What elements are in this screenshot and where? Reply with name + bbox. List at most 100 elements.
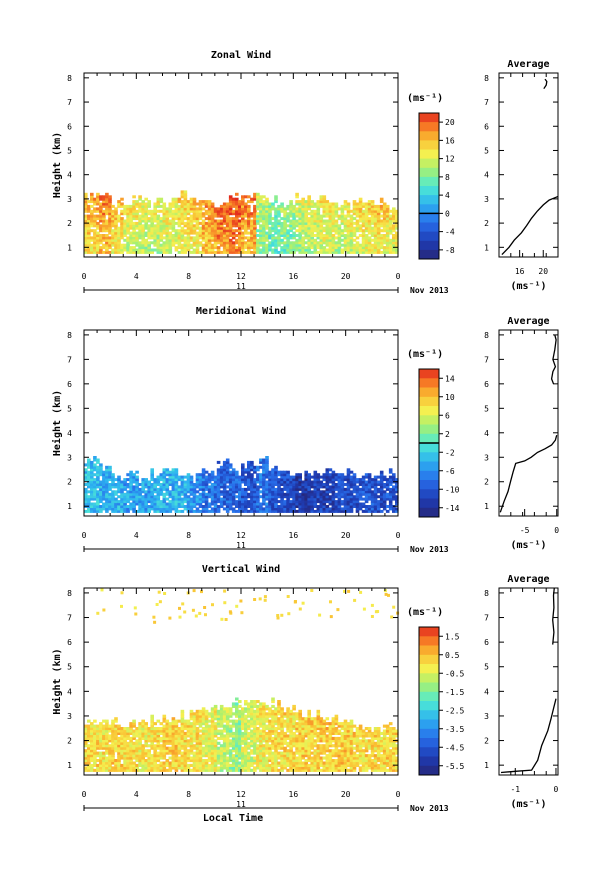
heatmap-cell <box>349 470 354 474</box>
heatmap-cell <box>244 759 248 763</box>
heatmap-cell <box>235 221 239 225</box>
heatmap-cell <box>343 502 348 506</box>
heatmap-cell <box>195 202 200 206</box>
colorbar-unit: (ms⁻¹) <box>407 349 443 360</box>
heatmap-cell <box>99 229 103 233</box>
heatmap-cell <box>271 505 275 508</box>
heatmap-cell <box>292 507 296 511</box>
heatmap-cell <box>186 204 191 208</box>
heatmap-cell <box>171 495 176 499</box>
heatmap-cell <box>283 236 287 240</box>
heatmap-cell <box>271 487 275 491</box>
heatmap-cell <box>177 727 182 731</box>
heatmap-cell <box>219 500 224 504</box>
heatmap-cell <box>174 490 179 494</box>
heatmap-cell <box>201 495 206 499</box>
heatmap-cell <box>87 229 91 233</box>
heatmap-cell <box>102 739 106 743</box>
heatmap-cell <box>180 229 185 233</box>
heatmap-cell <box>259 212 263 216</box>
heatmap-cell <box>99 490 103 494</box>
heatmap-cell <box>192 717 197 721</box>
heatmap-cell <box>144 722 148 726</box>
heatmap-cell <box>102 234 106 237</box>
heatmap-cell <box>84 766 88 770</box>
heatmap-cell <box>225 241 230 245</box>
heatmap-cell <box>126 492 130 496</box>
heatmap-cell <box>126 736 130 740</box>
heatmap-cell <box>295 241 299 245</box>
heatmap-cell <box>144 214 148 218</box>
heatmap-cell <box>156 226 161 230</box>
heatmap-cell <box>159 475 164 479</box>
heatmap-cell <box>207 727 212 731</box>
heatmap-cell <box>241 724 245 728</box>
heatmap-cell <box>135 214 139 218</box>
heatmap-cell <box>274 502 278 506</box>
heatmap-cell <box>147 204 151 208</box>
heatmap-cell <box>99 731 103 735</box>
heatmap-cell <box>301 509 305 513</box>
heatmap-cell <box>325 495 330 499</box>
heatmap-cell <box>180 478 185 482</box>
heatmap-cell <box>262 473 266 477</box>
heatmap-cell <box>174 475 179 479</box>
heatmap-cell <box>373 221 378 225</box>
heatmap-cell <box>114 246 118 250</box>
heatmap-cell <box>177 759 182 763</box>
heatmap-cell <box>204 229 209 233</box>
heatmap-cell <box>222 717 227 721</box>
heatmap-cell <box>132 485 136 489</box>
heatmap-cell <box>180 226 185 230</box>
heatmap-cell <box>162 231 167 235</box>
heatmap-cell <box>222 761 227 765</box>
heatmap-cell <box>373 214 378 218</box>
heatmap-cell <box>195 475 200 479</box>
heatmap-cell <box>382 212 387 216</box>
heatmap-cell <box>105 487 109 491</box>
heatmap-cell <box>244 500 248 504</box>
heatmap-cell <box>352 480 357 484</box>
heatmap-cell <box>219 707 224 711</box>
heatmap-cell <box>102 502 106 506</box>
heatmap-cell <box>367 221 372 225</box>
average-y-tick-label: 7 <box>484 355 489 364</box>
heatmap-cell <box>144 505 148 508</box>
heatmap-cell <box>138 209 142 213</box>
heatmap-cell <box>244 749 248 753</box>
heatmap-cell <box>235 197 239 201</box>
heatmap-cell <box>301 202 305 206</box>
heatmap-cell <box>235 722 239 726</box>
heatmap-cell <box>213 712 218 716</box>
heatmap-cell <box>111 483 115 486</box>
heatmap-cell <box>238 722 242 726</box>
heatmap-cell <box>198 509 203 513</box>
heatmap-cell <box>108 229 112 233</box>
heatmap-cell <box>120 729 124 733</box>
heatmap-cell <box>325 478 330 482</box>
heatmap-cell <box>150 248 154 252</box>
heatmap-cell <box>192 734 197 738</box>
heatmap-cell <box>204 202 209 206</box>
heatmap-cell <box>96 736 100 740</box>
heatmap-cell <box>319 204 324 208</box>
heatmap-cell <box>213 717 218 721</box>
heatmap-cell <box>355 478 360 482</box>
heatmap-cell <box>274 505 278 508</box>
heatmap-cell <box>111 766 115 770</box>
heatmap-cell <box>298 231 302 235</box>
heatmap-cell <box>201 248 206 252</box>
heatmap-cell <box>228 712 233 716</box>
heatmap-cell <box>231 236 236 240</box>
heatmap-cell <box>271 221 275 225</box>
heatmap-cell <box>159 502 164 506</box>
heatmap-cell <box>364 495 369 499</box>
heatmap-cell <box>99 480 103 484</box>
heatmap-cell <box>346 204 351 208</box>
heatmap-cell <box>367 485 372 489</box>
heatmap-cell <box>180 497 185 501</box>
average-frame <box>498 329 559 517</box>
heatmap-cell <box>177 761 182 765</box>
heatmap-cell <box>219 483 224 486</box>
heatmap-cell <box>298 219 302 223</box>
